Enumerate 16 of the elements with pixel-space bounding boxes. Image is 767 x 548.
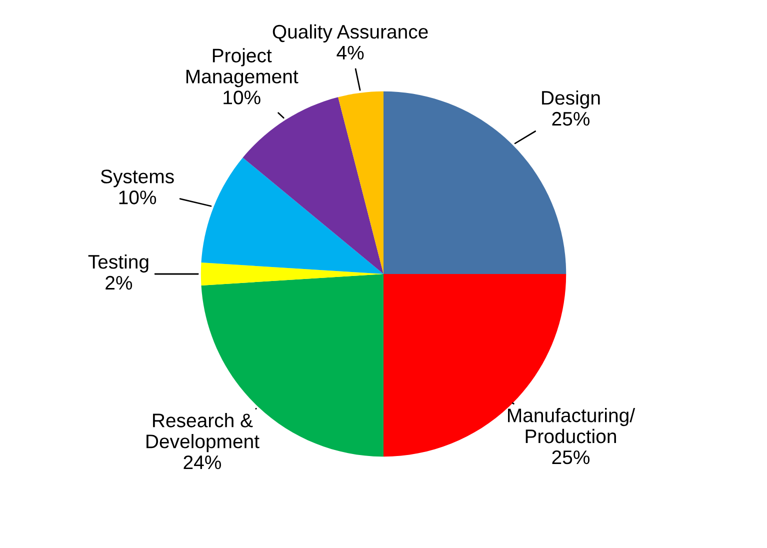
slice-label: Quality Assurance — [272, 24, 428, 42]
pie-slice — [338, 91, 384, 274]
slice-label: Project Management — [186, 48, 298, 88]
data-label: 25% — [552, 450, 590, 464]
data-label: 25% — [552, 112, 590, 126]
slice-label: Systems — [100, 170, 174, 188]
data-label: 24% — [184, 455, 221, 470]
slice-label: Design — [542, 90, 600, 109]
slice-label: Research & Development — [146, 413, 260, 452]
data-label: 4% — [336, 46, 364, 60]
data-label: 10% — [119, 190, 156, 204]
data-label: 10% — [224, 90, 260, 104]
data-label: 2% — [106, 276, 132, 290]
slice-label: Testing — [88, 254, 148, 273]
pie-slice — [201, 158, 384, 274]
slice-label: Manufacturing/ Production — [508, 408, 636, 444]
